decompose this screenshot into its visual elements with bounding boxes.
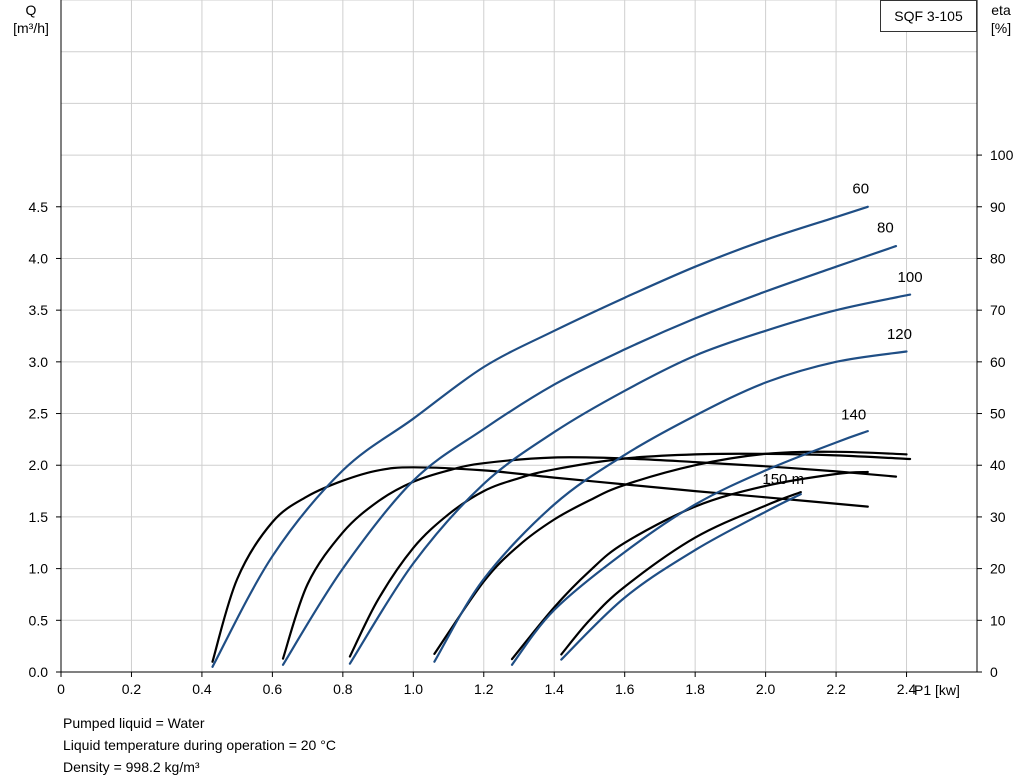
y-right-tick-label: 80 xyxy=(990,250,1006,266)
y-right-tick-label: 0 xyxy=(990,664,998,680)
y-left-tick-label: 4.5 xyxy=(29,199,49,215)
efficiency-curve-eta-60 xyxy=(211,466,869,663)
x-tick-label: 2.0 xyxy=(756,681,776,697)
flow-curve-140 xyxy=(510,430,869,666)
x-tick-label: 0.2 xyxy=(122,681,142,697)
flow-curve-150-m xyxy=(560,493,802,661)
note-pumped-liquid: Pumped liquid = Water xyxy=(63,715,205,731)
y-left-tick-label: 0.0 xyxy=(29,664,49,680)
y-left-tick-label: 0.5 xyxy=(29,612,49,628)
y-right-tick-label: 50 xyxy=(990,406,1006,422)
y-right-tick-label: 60 xyxy=(990,354,1006,370)
y-left-tick-label: 4.0 xyxy=(29,250,49,266)
curve-label-100: 100 xyxy=(898,269,923,286)
x-tick-label: 0 xyxy=(57,681,65,697)
x-tick-label: 0.8 xyxy=(333,681,353,697)
x-tick-label: 1.0 xyxy=(404,681,424,697)
y-right-tick-label: 30 xyxy=(990,509,1006,525)
flow-curve-60 xyxy=(211,205,869,668)
x-tick-label: 2.4 xyxy=(897,681,917,697)
x-tick-label: 1.2 xyxy=(474,681,494,697)
curve-label-150-m: 150 m xyxy=(762,471,804,488)
y-right-tick-label: 100 xyxy=(990,147,1014,163)
tick-labels: 0 0.2 0.4 0.6 0.8 1.0 1.2 1.4 1.6 1.8 2.0 2.2 2.4 0.0… xyxy=(29,147,1014,697)
x-tick-label: 2.2 xyxy=(826,681,846,697)
note-density: Density = 998.2 kg/m³ xyxy=(63,759,200,775)
curve-label-60: 60 xyxy=(852,180,869,197)
efficiency-curve-eta-140 xyxy=(510,470,869,661)
flow-curve-80 xyxy=(281,245,898,666)
axes xyxy=(56,0,982,677)
y-left-tick-label: 1.0 xyxy=(29,561,49,577)
y-right-tick-label: 10 xyxy=(990,612,1006,628)
note-liquid-temperature: Liquid temperature during operation = 20… xyxy=(63,737,336,753)
y-right-label-unit: [%] xyxy=(991,20,1011,36)
curve-label-120: 120 xyxy=(887,326,912,343)
y-left-tick-label: 1.5 xyxy=(29,509,49,525)
x-tick-label: 1.8 xyxy=(685,681,705,697)
curve-label-80: 80 xyxy=(877,220,894,237)
y-left-tick-label: 3.5 xyxy=(29,302,49,318)
y-right-tick-label: 40 xyxy=(990,457,1006,473)
curves xyxy=(211,205,912,668)
x-tick-label: 0.6 xyxy=(263,681,283,697)
grid xyxy=(60,0,978,672)
x-axis-label: P1 [kw] xyxy=(914,682,960,698)
efficiency-curve-eta-150-m xyxy=(560,491,802,656)
y-left-tick-label: 2.5 xyxy=(29,406,49,422)
notes: Pumped liquid = Water Liquid temperature… xyxy=(63,712,336,778)
efficiency-curve-eta-100 xyxy=(348,452,912,658)
y-right-tick-label: 20 xyxy=(990,561,1006,577)
efficiency-curve-eta-120 xyxy=(433,450,908,655)
y-left-axis-title: Q [m³/h] xyxy=(13,2,49,36)
y-left-label-q: Q xyxy=(26,2,37,18)
y-right-tick-label: 70 xyxy=(990,302,1006,318)
x-tick-label: 1.4 xyxy=(544,681,564,697)
y-left-tick-label: 2.0 xyxy=(29,457,49,473)
x-tick-label: 1.6 xyxy=(615,681,635,697)
y-left-label-unit: [m³/h] xyxy=(13,20,49,36)
curve-label-140: 140 xyxy=(841,407,866,424)
flow-curve-120 xyxy=(433,350,908,663)
y-right-label-eta: eta xyxy=(991,2,1011,18)
flow-curve-100 xyxy=(348,293,912,665)
y-right-tick-label: 90 xyxy=(990,199,1006,215)
y-left-tick-label: 3.0 xyxy=(29,354,49,370)
x-tick-label: 0.4 xyxy=(192,681,212,697)
efficiency-curve-eta-80 xyxy=(281,456,898,660)
legend-box: SQF 3-105 xyxy=(880,0,977,32)
y-right-axis-title: eta [%] xyxy=(991,2,1011,36)
curve-labels: 60 80 100 120 140 150 m xyxy=(762,180,922,488)
